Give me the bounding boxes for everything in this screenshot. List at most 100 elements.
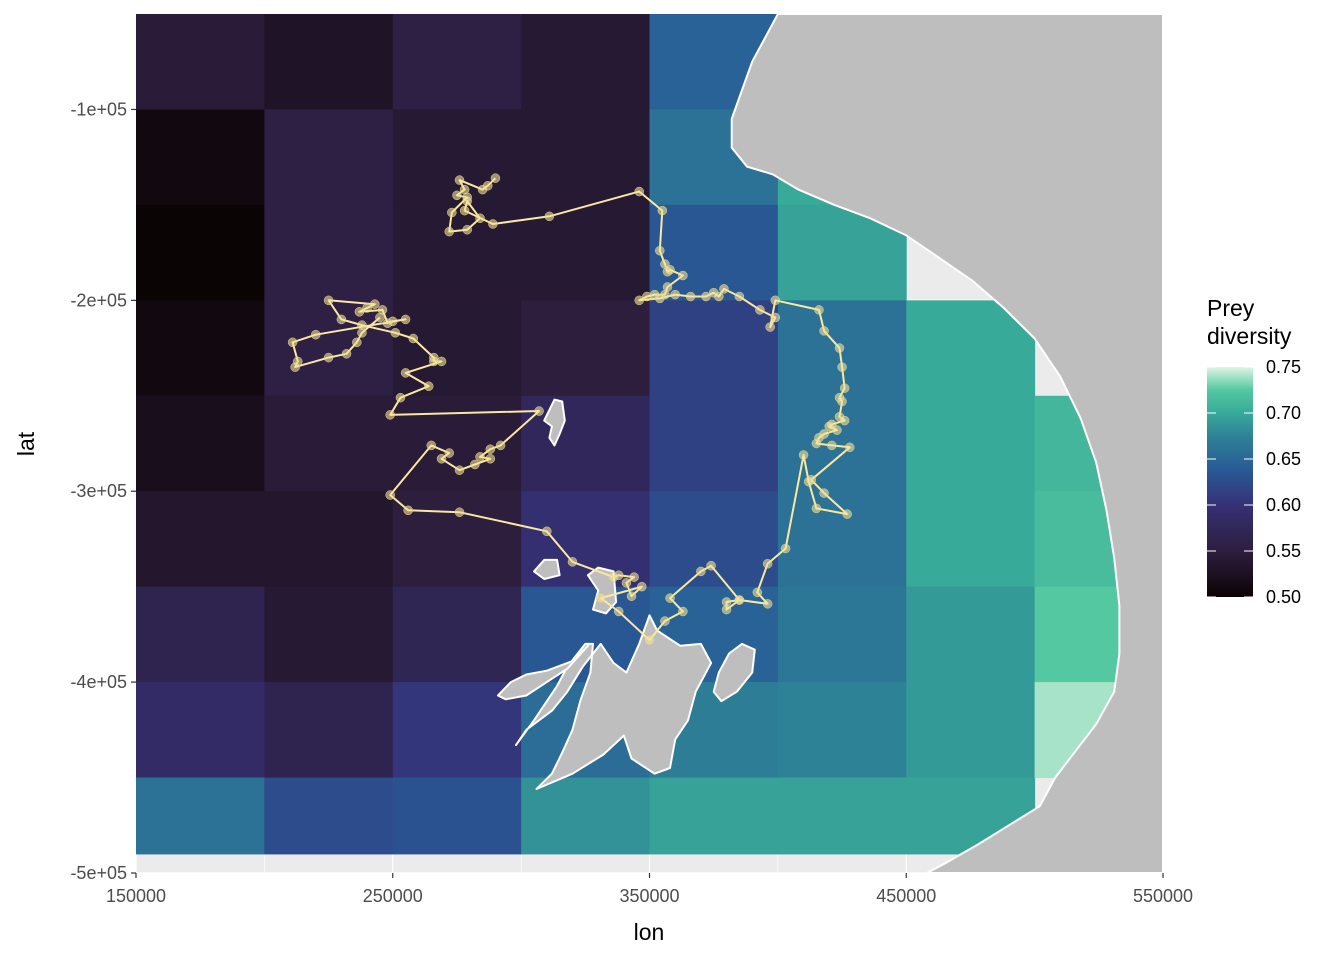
track-point <box>454 175 465 185</box>
track-point <box>770 295 781 306</box>
track-point <box>362 303 372 313</box>
raster-cell <box>649 777 779 855</box>
raster-cell <box>136 395 265 492</box>
track-point <box>488 219 498 229</box>
track-point <box>685 291 696 302</box>
track-point <box>400 368 411 378</box>
y-tick-label: -1e+05 <box>70 99 127 119</box>
track-point <box>701 291 711 302</box>
x-tick-label: 150000 <box>106 886 166 906</box>
track-point <box>352 337 362 348</box>
raster-cell <box>264 204 394 301</box>
track-point <box>395 392 406 403</box>
track-point <box>780 543 791 554</box>
track-point <box>657 205 668 216</box>
track-point <box>642 291 652 302</box>
land-coast <box>730 14 1163 873</box>
raster-cell <box>777 491 907 588</box>
track-point <box>637 581 647 592</box>
track-point <box>477 184 488 195</box>
raster-cell <box>906 491 1036 588</box>
track-point <box>310 329 321 340</box>
legend-title-line: diversity <box>1207 323 1292 349</box>
animal-track <box>287 173 855 645</box>
track-point <box>375 312 385 323</box>
track-point <box>714 291 724 302</box>
raster-cell <box>136 777 265 855</box>
raster-cell <box>136 300 265 397</box>
track-point <box>408 333 419 344</box>
raster-cell <box>136 491 265 588</box>
legend-title: Prey diversity <box>1207 295 1292 349</box>
track-point <box>655 245 665 256</box>
track-point <box>542 526 552 537</box>
land-island-1 <box>543 398 566 447</box>
track-point <box>385 490 395 500</box>
raster-cell <box>521 109 650 206</box>
legend-label: 0.50 <box>1266 587 1301 607</box>
raster-cell <box>264 109 394 206</box>
track-point <box>323 295 334 306</box>
track-point <box>454 465 465 475</box>
track-point <box>837 396 847 407</box>
track-point <box>798 450 809 460</box>
raster-cell <box>392 682 522 779</box>
track-point <box>595 593 606 603</box>
track-point <box>436 454 447 464</box>
track-point <box>490 173 501 183</box>
land-island-2 <box>533 558 561 580</box>
track-point <box>665 265 675 275</box>
plot-panel <box>135 14 1164 874</box>
track-point <box>475 452 485 462</box>
legend: Prey diversity 0.75 0.70 0.65 0.60 0.55 0.50 <box>1207 295 1301 607</box>
track-point <box>485 444 496 454</box>
track-point <box>706 560 716 571</box>
track-point <box>567 557 578 567</box>
track-point <box>832 425 842 435</box>
raster-cell <box>906 586 1036 683</box>
raster-cell <box>136 14 265 110</box>
x-axis-title: lon <box>634 919 665 945</box>
track-point <box>444 226 454 237</box>
raster-cell <box>264 586 394 683</box>
track-point <box>426 440 437 451</box>
legend-label: 0.75 <box>1266 357 1301 377</box>
track-point <box>357 328 367 338</box>
raster-cell <box>392 586 522 683</box>
track-point <box>544 211 555 222</box>
raster-cell <box>136 682 265 779</box>
track-point <box>839 383 850 393</box>
raster-cell <box>264 300 394 397</box>
track-point <box>762 599 773 609</box>
track-point <box>803 476 814 487</box>
track-point <box>634 186 644 197</box>
track-point <box>341 349 352 359</box>
track-point <box>665 593 675 603</box>
track-point <box>447 207 457 218</box>
raster-cell <box>136 204 265 301</box>
track-point <box>811 503 822 514</box>
raster-cell <box>136 586 265 683</box>
track-point <box>814 305 824 315</box>
track-point <box>770 312 781 323</box>
raster-cell <box>264 491 394 588</box>
raster-cell <box>392 14 522 110</box>
track-point <box>385 410 395 420</box>
track-point <box>444 448 454 458</box>
raster-cell <box>649 491 779 588</box>
legend-label: 0.60 <box>1266 495 1301 515</box>
track-point <box>734 291 745 302</box>
track-point <box>660 616 670 626</box>
y-axis-title: lat <box>13 431 39 456</box>
track-point <box>721 604 732 615</box>
track-point <box>824 421 834 432</box>
y-tick-label: -2e+05 <box>70 290 127 310</box>
track-point <box>459 205 470 216</box>
raster-cell <box>906 682 1036 779</box>
raster-cell <box>136 109 265 206</box>
track-point <box>634 295 644 306</box>
track-point <box>762 559 773 569</box>
track-point <box>485 454 496 464</box>
raster-cell <box>521 777 650 855</box>
